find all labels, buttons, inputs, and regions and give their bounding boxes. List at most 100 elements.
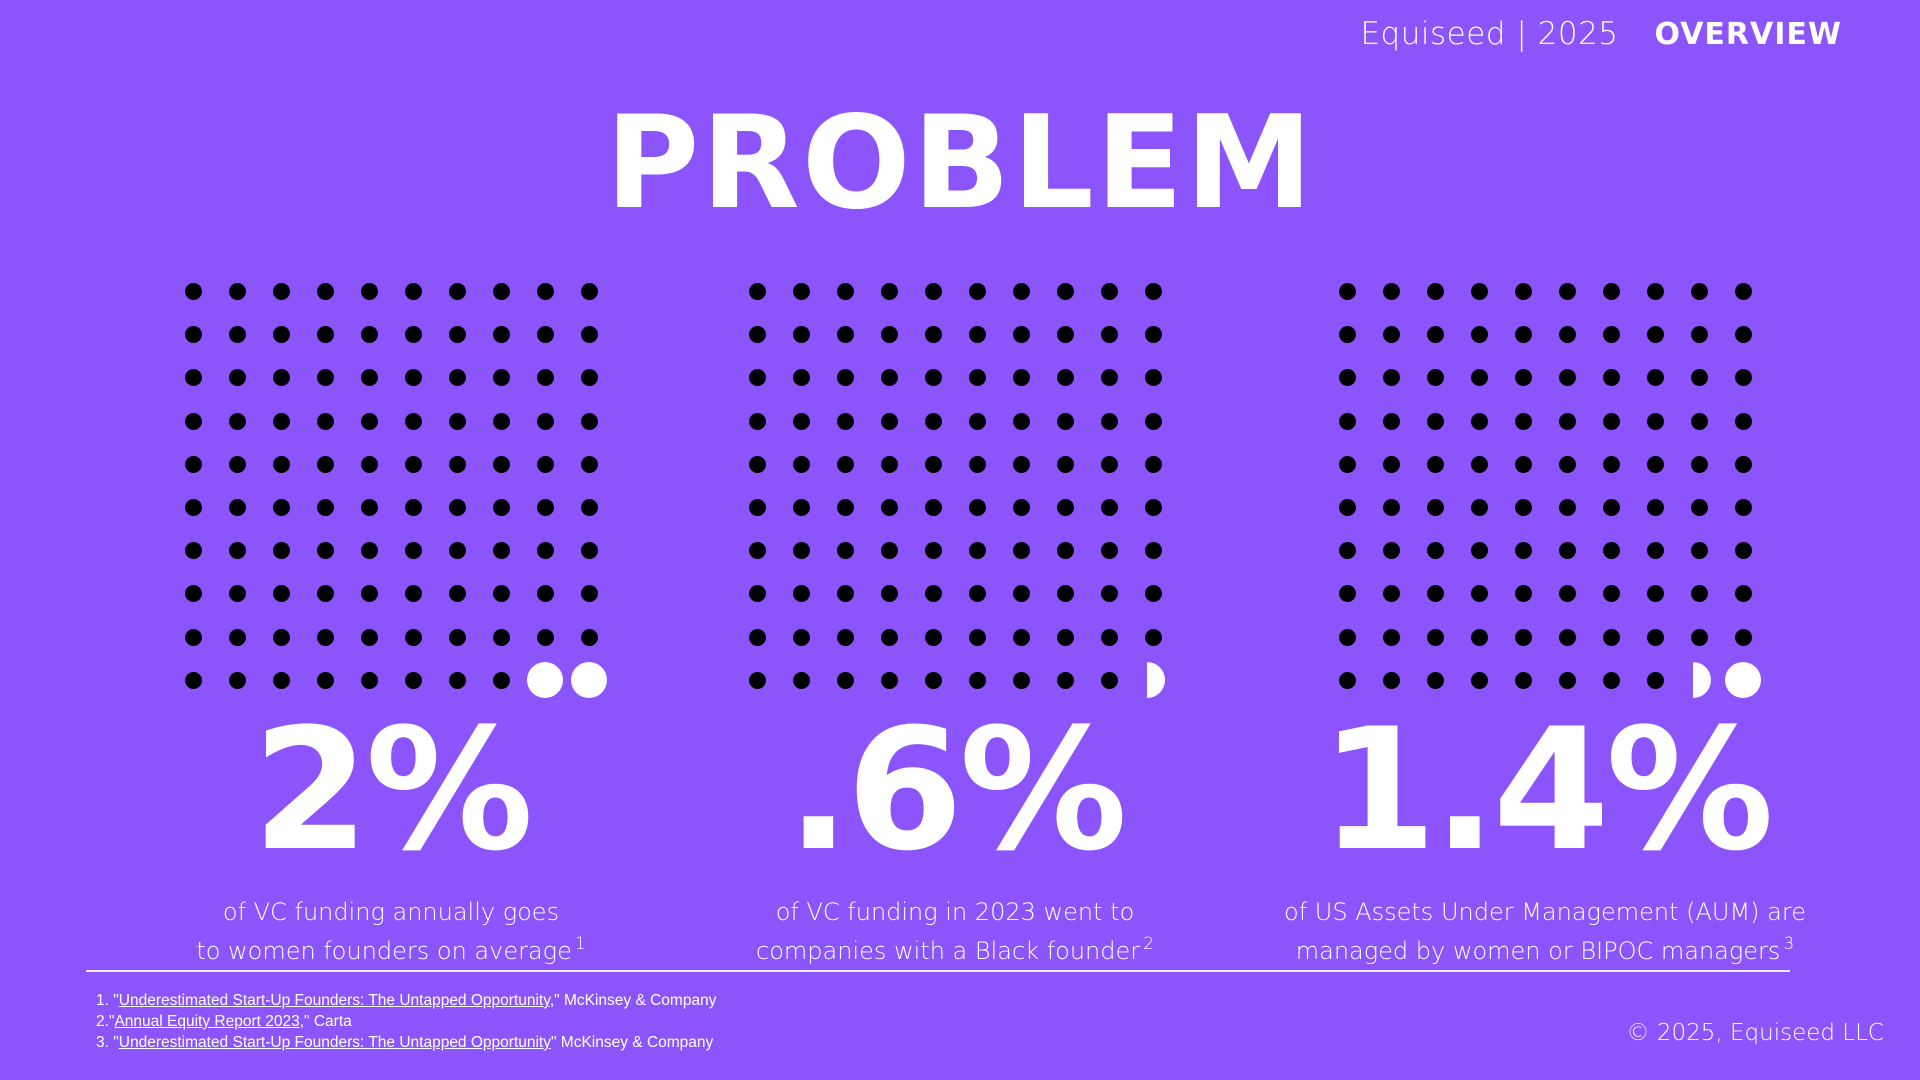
dot — [1338, 326, 1356, 344]
dot — [272, 283, 290, 301]
dot — [1144, 326, 1162, 344]
dot — [792, 283, 810, 301]
dot — [1470, 326, 1488, 344]
footnote-link[interactable]: Underestimated Start-Up Founders: The Un… — [118, 1034, 551, 1051]
dot — [792, 369, 810, 387]
footnote-link[interactable]: Underestimated Start-Up Founders: The Un… — [118, 992, 550, 1009]
dot — [580, 499, 598, 517]
dot — [968, 412, 986, 430]
stat-value: .6% — [786, 691, 1127, 888]
dot — [1144, 283, 1162, 301]
dot — [492, 671, 510, 689]
dot — [1646, 369, 1664, 387]
footnote-link[interactable]: Annual Equity Report 2023 — [114, 1013, 300, 1030]
dot — [1382, 671, 1400, 689]
dot — [360, 671, 378, 689]
dot — [316, 283, 334, 301]
dot — [1382, 585, 1400, 603]
dot — [448, 369, 466, 387]
dot — [1144, 628, 1162, 646]
footnote-number: 2. — [96, 1013, 109, 1030]
stat-women-founders: 2% of VC funding annually goes to women … — [111, 270, 671, 967]
footnote-number: 3. — [96, 1034, 109, 1051]
stat-description-line: managed by women or BIPOC managers — [1295, 936, 1781, 965]
dot — [1100, 326, 1118, 344]
dot — [792, 671, 810, 689]
dot — [1602, 628, 1620, 646]
footnote-source: ," McKinsey & Company — [549, 992, 717, 1009]
dot — [272, 412, 290, 430]
dot — [1056, 499, 1074, 517]
dot — [836, 585, 854, 603]
stat-aum-managers: 1.4% of US Assets Under Management (AUM)… — [1265, 270, 1825, 967]
dot — [748, 671, 766, 689]
dot — [1338, 455, 1356, 473]
dot — [184, 455, 202, 473]
dot — [536, 628, 554, 646]
dot — [184, 283, 202, 301]
dot — [1646, 628, 1664, 646]
dot — [404, 499, 422, 517]
dot — [968, 369, 986, 387]
dot — [836, 412, 854, 430]
dot — [880, 585, 898, 603]
dot — [1056, 585, 1074, 603]
dot — [536, 283, 554, 301]
dot — [1558, 542, 1576, 560]
dot-grid — [171, 270, 611, 702]
page-title: PROBLEM — [605, 89, 1315, 238]
dot — [1690, 455, 1708, 473]
dot — [1646, 671, 1664, 689]
dot — [1012, 671, 1030, 689]
dot — [580, 542, 598, 560]
dot — [1056, 412, 1074, 430]
dot — [360, 585, 378, 603]
dot — [316, 326, 334, 344]
dot — [924, 671, 942, 689]
dot — [792, 499, 810, 517]
dot — [968, 671, 986, 689]
dot — [1338, 628, 1356, 646]
dot — [1144, 542, 1162, 560]
dot — [1382, 628, 1400, 646]
dot — [748, 585, 766, 603]
dot — [1100, 283, 1118, 301]
dot — [924, 585, 942, 603]
dot — [404, 455, 422, 473]
dot — [968, 542, 986, 560]
dot — [580, 369, 598, 387]
dot — [1426, 542, 1444, 560]
dot — [272, 628, 290, 646]
dot — [1470, 585, 1488, 603]
dot — [1646, 326, 1664, 344]
dot — [272, 326, 290, 344]
dot — [448, 455, 466, 473]
stat-description-line: of VC funding in 2023 went to — [775, 897, 1135, 926]
dot — [1100, 455, 1118, 473]
footnote-item: 3. "Underestimated Start-Up Founders: Th… — [96, 1032, 716, 1053]
dot — [1558, 326, 1576, 344]
dot — [492, 412, 510, 430]
dot — [1558, 585, 1576, 603]
dot — [404, 671, 422, 689]
dot — [1646, 499, 1664, 517]
stat-black-founders: .6% of VC funding in 2023 went to compan… — [675, 270, 1235, 967]
footnote-item: 1. "Underestimated Start-Up Founders: Th… — [96, 990, 716, 1011]
dot — [1734, 542, 1752, 560]
dot — [1012, 455, 1030, 473]
dot — [316, 542, 334, 560]
dot — [1012, 542, 1030, 560]
stat-description: of VC funding in 2023 went to companies … — [756, 896, 1154, 967]
dot — [1012, 499, 1030, 517]
dot — [1426, 585, 1444, 603]
dot — [1646, 283, 1664, 301]
dot — [1426, 326, 1444, 344]
dot — [492, 369, 510, 387]
dot — [1056, 455, 1074, 473]
dot — [924, 326, 942, 344]
dot — [1012, 283, 1030, 301]
dot — [1470, 412, 1488, 430]
dot — [1382, 499, 1400, 517]
footnote-quote: " — [108, 1013, 115, 1030]
dot — [1470, 283, 1488, 301]
